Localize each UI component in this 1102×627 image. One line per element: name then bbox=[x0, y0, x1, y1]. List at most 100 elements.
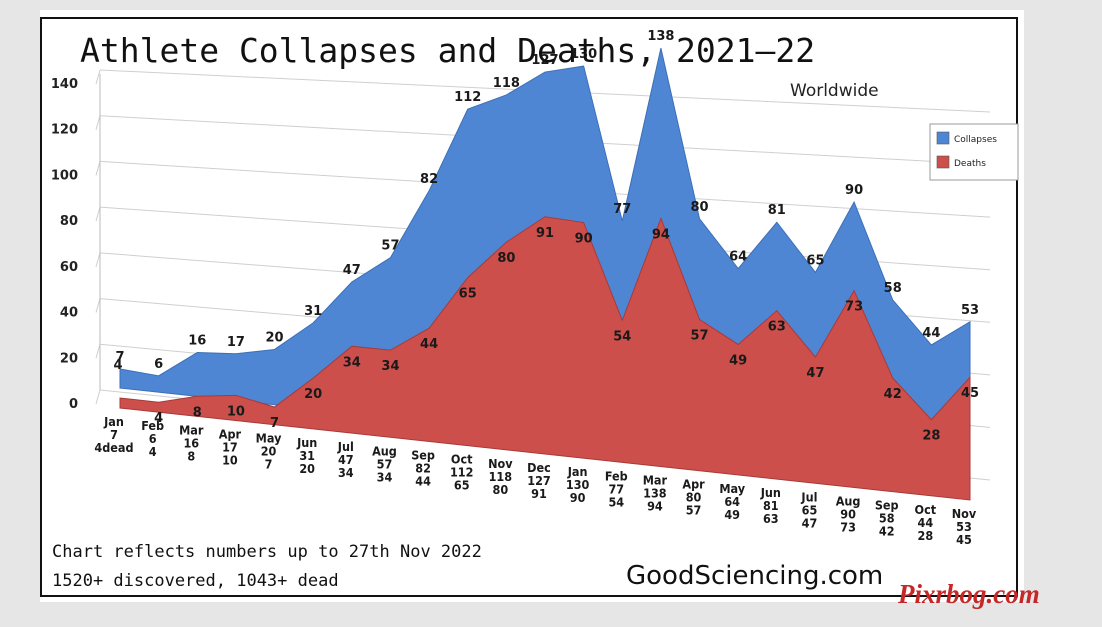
category-label: 28 bbox=[918, 528, 934, 543]
death-value-label: 34 bbox=[381, 359, 399, 374]
category-label: 90 bbox=[570, 490, 586, 505]
death-value-label: 57 bbox=[690, 329, 708, 344]
chart-areas bbox=[119, 48, 971, 501]
deaths-area bbox=[119, 216, 971, 501]
collapse-value-label: 82 bbox=[420, 172, 438, 187]
death-value-label: 34 bbox=[343, 355, 361, 370]
category-label: 31 bbox=[299, 448, 315, 463]
category-label: 16 bbox=[183, 435, 199, 450]
category-label: 7 bbox=[110, 427, 118, 442]
category-label: May bbox=[719, 481, 745, 496]
category-label: 47 bbox=[338, 452, 354, 467]
collapse-value-label: 4 bbox=[113, 358, 122, 373]
death-value-label: 42 bbox=[884, 387, 902, 402]
category-labels: Jan74deadFeb64Mar168Apr1710May207Jun3120… bbox=[94, 414, 976, 547]
y-tick-label: 80 bbox=[60, 214, 78, 229]
collapse-value-label: 47 bbox=[343, 263, 361, 278]
category-label: Nov bbox=[952, 506, 977, 521]
category-label: 82 bbox=[415, 460, 431, 475]
collapse-value-label: 112 bbox=[454, 90, 481, 105]
category-label: 45 bbox=[956, 532, 972, 547]
gridline-edge bbox=[95, 69, 101, 85]
brand-label: GoodSciencing.com bbox=[626, 561, 883, 591]
y-tick-label: 60 bbox=[60, 260, 78, 275]
category-label: Jul bbox=[337, 439, 354, 454]
category-label: 58 bbox=[879, 511, 895, 526]
category-label: 47 bbox=[802, 515, 818, 530]
category-label: 7 bbox=[265, 457, 273, 472]
category-label: 138 bbox=[643, 486, 667, 501]
gridline-edge bbox=[95, 207, 101, 222]
death-value-label: 54 bbox=[613, 329, 631, 344]
collapse-value-label: 64 bbox=[729, 250, 747, 265]
collapse-value-label: 58 bbox=[884, 281, 902, 296]
death-value-label: 20 bbox=[304, 387, 322, 402]
category-label: Mar bbox=[179, 422, 204, 437]
category-label: 91 bbox=[531, 486, 547, 501]
legend-entry: Deaths bbox=[954, 159, 986, 169]
category-label: 130 bbox=[566, 477, 590, 492]
collapse-value-label: 7 bbox=[115, 350, 124, 365]
category-label: 64 bbox=[724, 494, 740, 509]
collapse-value-label: 53 bbox=[961, 303, 979, 318]
death-value-label: 63 bbox=[768, 320, 786, 335]
category-label: 44 bbox=[415, 473, 431, 488]
chart-title: Athlete Collapses and Deaths, 2021—22 bbox=[80, 31, 815, 70]
collapse-value-label: 130 bbox=[570, 47, 597, 62]
category-label: 80 bbox=[686, 490, 702, 505]
death-value-label: 91 bbox=[536, 226, 554, 241]
category-label: Oct bbox=[915, 502, 937, 517]
category-label: 118 bbox=[489, 469, 513, 484]
collapse-value-label: 16 bbox=[188, 334, 206, 349]
category-label: Aug bbox=[836, 493, 861, 508]
category-label: 20 bbox=[261, 444, 277, 459]
category-label: Feb bbox=[605, 468, 628, 483]
death-value-label: 10 bbox=[227, 404, 245, 419]
legend-swatch bbox=[936, 155, 950, 169]
category-label: 81 bbox=[763, 498, 779, 513]
watermark: Pixrbog.com bbox=[897, 579, 1040, 609]
category-label: Jun bbox=[296, 435, 317, 450]
category-label: 63 bbox=[763, 511, 779, 526]
collapse-value-label: 31 bbox=[304, 304, 322, 319]
category-label: May bbox=[256, 431, 282, 446]
category-label: 65 bbox=[802, 502, 818, 517]
category-label: 20 bbox=[299, 461, 315, 476]
category-label: Jun bbox=[760, 485, 781, 500]
category-label: 90 bbox=[840, 506, 856, 521]
category-label: 6 bbox=[149, 431, 157, 446]
category-label: 34 bbox=[338, 465, 354, 480]
death-value-label: 8 bbox=[193, 405, 202, 420]
category-label: 94 bbox=[647, 499, 663, 514]
collapse-value-label: 138 bbox=[647, 29, 674, 44]
y-tick-label: 140 bbox=[51, 77, 78, 92]
category-label: 34 bbox=[377, 469, 393, 484]
collapse-value-label: 6 bbox=[154, 357, 163, 372]
death-value-label: 28 bbox=[922, 429, 940, 444]
death-value-label: 45 bbox=[961, 386, 979, 401]
category-label: Sep bbox=[875, 498, 899, 513]
footnote-date: Chart reflects numbers up to 27th Nov 20… bbox=[52, 542, 482, 562]
category-label: Jan bbox=[103, 414, 124, 429]
y-axis-ticks: 0 20 40 60 80 100 120 140 bbox=[51, 77, 78, 412]
category-label: 49 bbox=[724, 507, 740, 522]
collapse-value-label: 20 bbox=[265, 330, 283, 345]
category-label: 4dead bbox=[94, 440, 133, 455]
y-tick-label: 0 bbox=[69, 397, 78, 412]
gridline-edge bbox=[95, 252, 101, 267]
legend-swatch bbox=[936, 131, 950, 145]
death-value-label: 44 bbox=[420, 337, 438, 352]
category-label: 112 bbox=[450, 465, 473, 480]
category-label: 44 bbox=[918, 515, 934, 530]
death-value-label: 90 bbox=[575, 232, 593, 247]
gridline-edge bbox=[95, 389, 101, 405]
category-label: Sep bbox=[411, 447, 435, 462]
death-value-label: 94 bbox=[652, 227, 670, 242]
collapse-value-label: 17 bbox=[227, 335, 245, 350]
collapse-value-label: 118 bbox=[493, 76, 520, 91]
collapse-value-label: 80 bbox=[690, 200, 708, 215]
collapse-value-label: 65 bbox=[806, 253, 824, 268]
gridline-edge bbox=[95, 298, 101, 313]
category-label: 77 bbox=[608, 481, 624, 496]
